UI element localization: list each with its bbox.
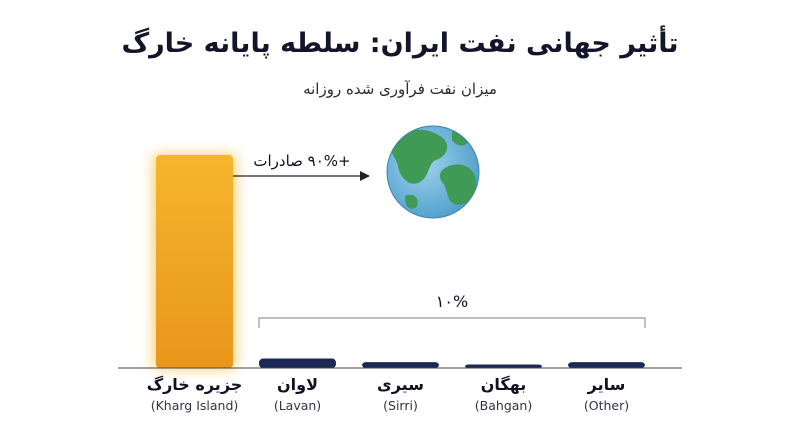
category-sublabel: (Bahgan) [475,398,532,413]
category-sublabel: (Kharg Island) [151,398,239,413]
category-sublabel: (Other) [584,398,629,413]
category-sublabel: (Sirri) [383,398,418,413]
category-label: لاوان [277,375,318,394]
category-sublabel: (Lavan) [274,398,321,413]
exports-label: +۹۰% صادرات [253,152,350,170]
category-label: جزیره خارگ [147,375,243,394]
category-label: بهگان [481,375,527,394]
chart-title: تأثیر جهانی نفت ایران: سلطه پایانه خارگ [121,28,679,59]
globe-icon [386,125,480,219]
bar-lavan [259,358,336,368]
bar-bahgan [465,364,542,368]
bar-kharg-island [156,155,233,368]
bar-other [568,362,645,368]
others-bracket [258,317,646,328]
category-label: سایر [587,375,626,394]
bar-sirri [362,362,439,368]
category-label: سیری [377,375,424,394]
chart-subtitle: میزان نفت فرآوری شده روزانه [303,80,497,98]
others-share-label: ۱۰% [436,292,468,311]
